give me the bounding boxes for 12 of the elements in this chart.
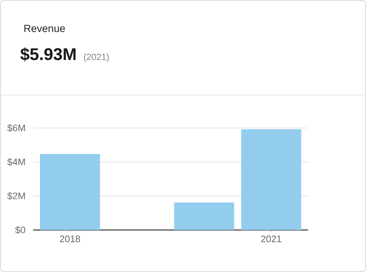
y-tick-label: $0 [15, 226, 26, 234]
bar [174, 202, 234, 230]
text: (2021) [84, 54, 109, 62]
y-tick-label: $2M [7, 192, 25, 200]
bar [40, 154, 100, 230]
chart-title: Revenue [24, 24, 65, 32]
bar [241, 129, 302, 230]
x-tick-label: 2018 [60, 236, 80, 242]
y-tick-label: $4M [7, 158, 25, 166]
x-tick-label: 2021 [261, 236, 282, 242]
y-tick-label: $6M [7, 124, 25, 132]
chart-subtitle: $5.93M [20, 47, 76, 62]
